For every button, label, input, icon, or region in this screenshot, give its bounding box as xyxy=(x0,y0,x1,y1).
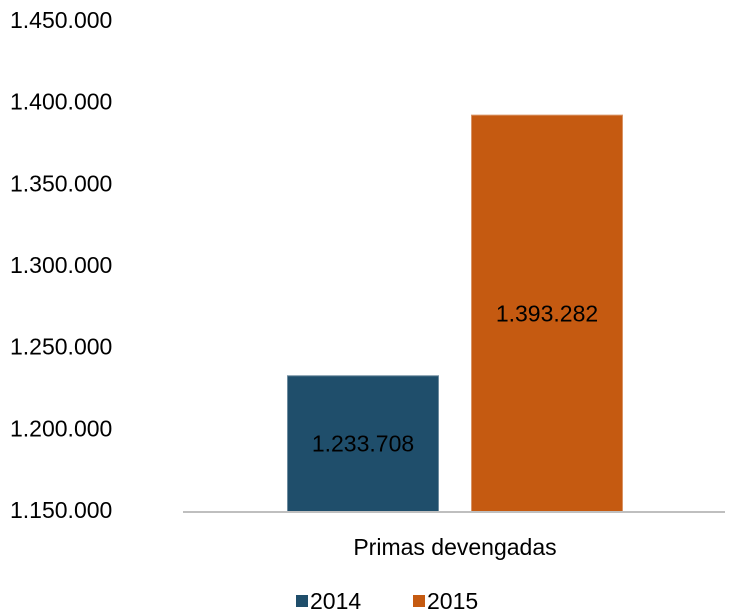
y-tick-label: 1.300.000 xyxy=(10,252,112,278)
y-tick-label: 1.150.000 xyxy=(10,497,112,523)
legend-label: 2015 xyxy=(427,588,478,614)
y-tick-label: 1.200.000 xyxy=(10,415,112,441)
data-label: 1.233.708 xyxy=(312,431,414,457)
y-tick-label: 1.350.000 xyxy=(10,170,112,196)
legend-label: 2014 xyxy=(310,588,361,614)
x-tick-label: Primas devengadas xyxy=(353,534,556,560)
data-label: 1.393.282 xyxy=(496,300,598,326)
y-tick-label: 1.250.000 xyxy=(10,334,112,360)
bar xyxy=(470,113,624,513)
y-tick-label: 1.400.000 xyxy=(10,89,112,115)
y-tick-label: 1.450.000 xyxy=(10,7,112,33)
legend-swatch xyxy=(413,595,425,607)
bar xyxy=(286,374,440,514)
legend-swatch xyxy=(296,595,308,607)
